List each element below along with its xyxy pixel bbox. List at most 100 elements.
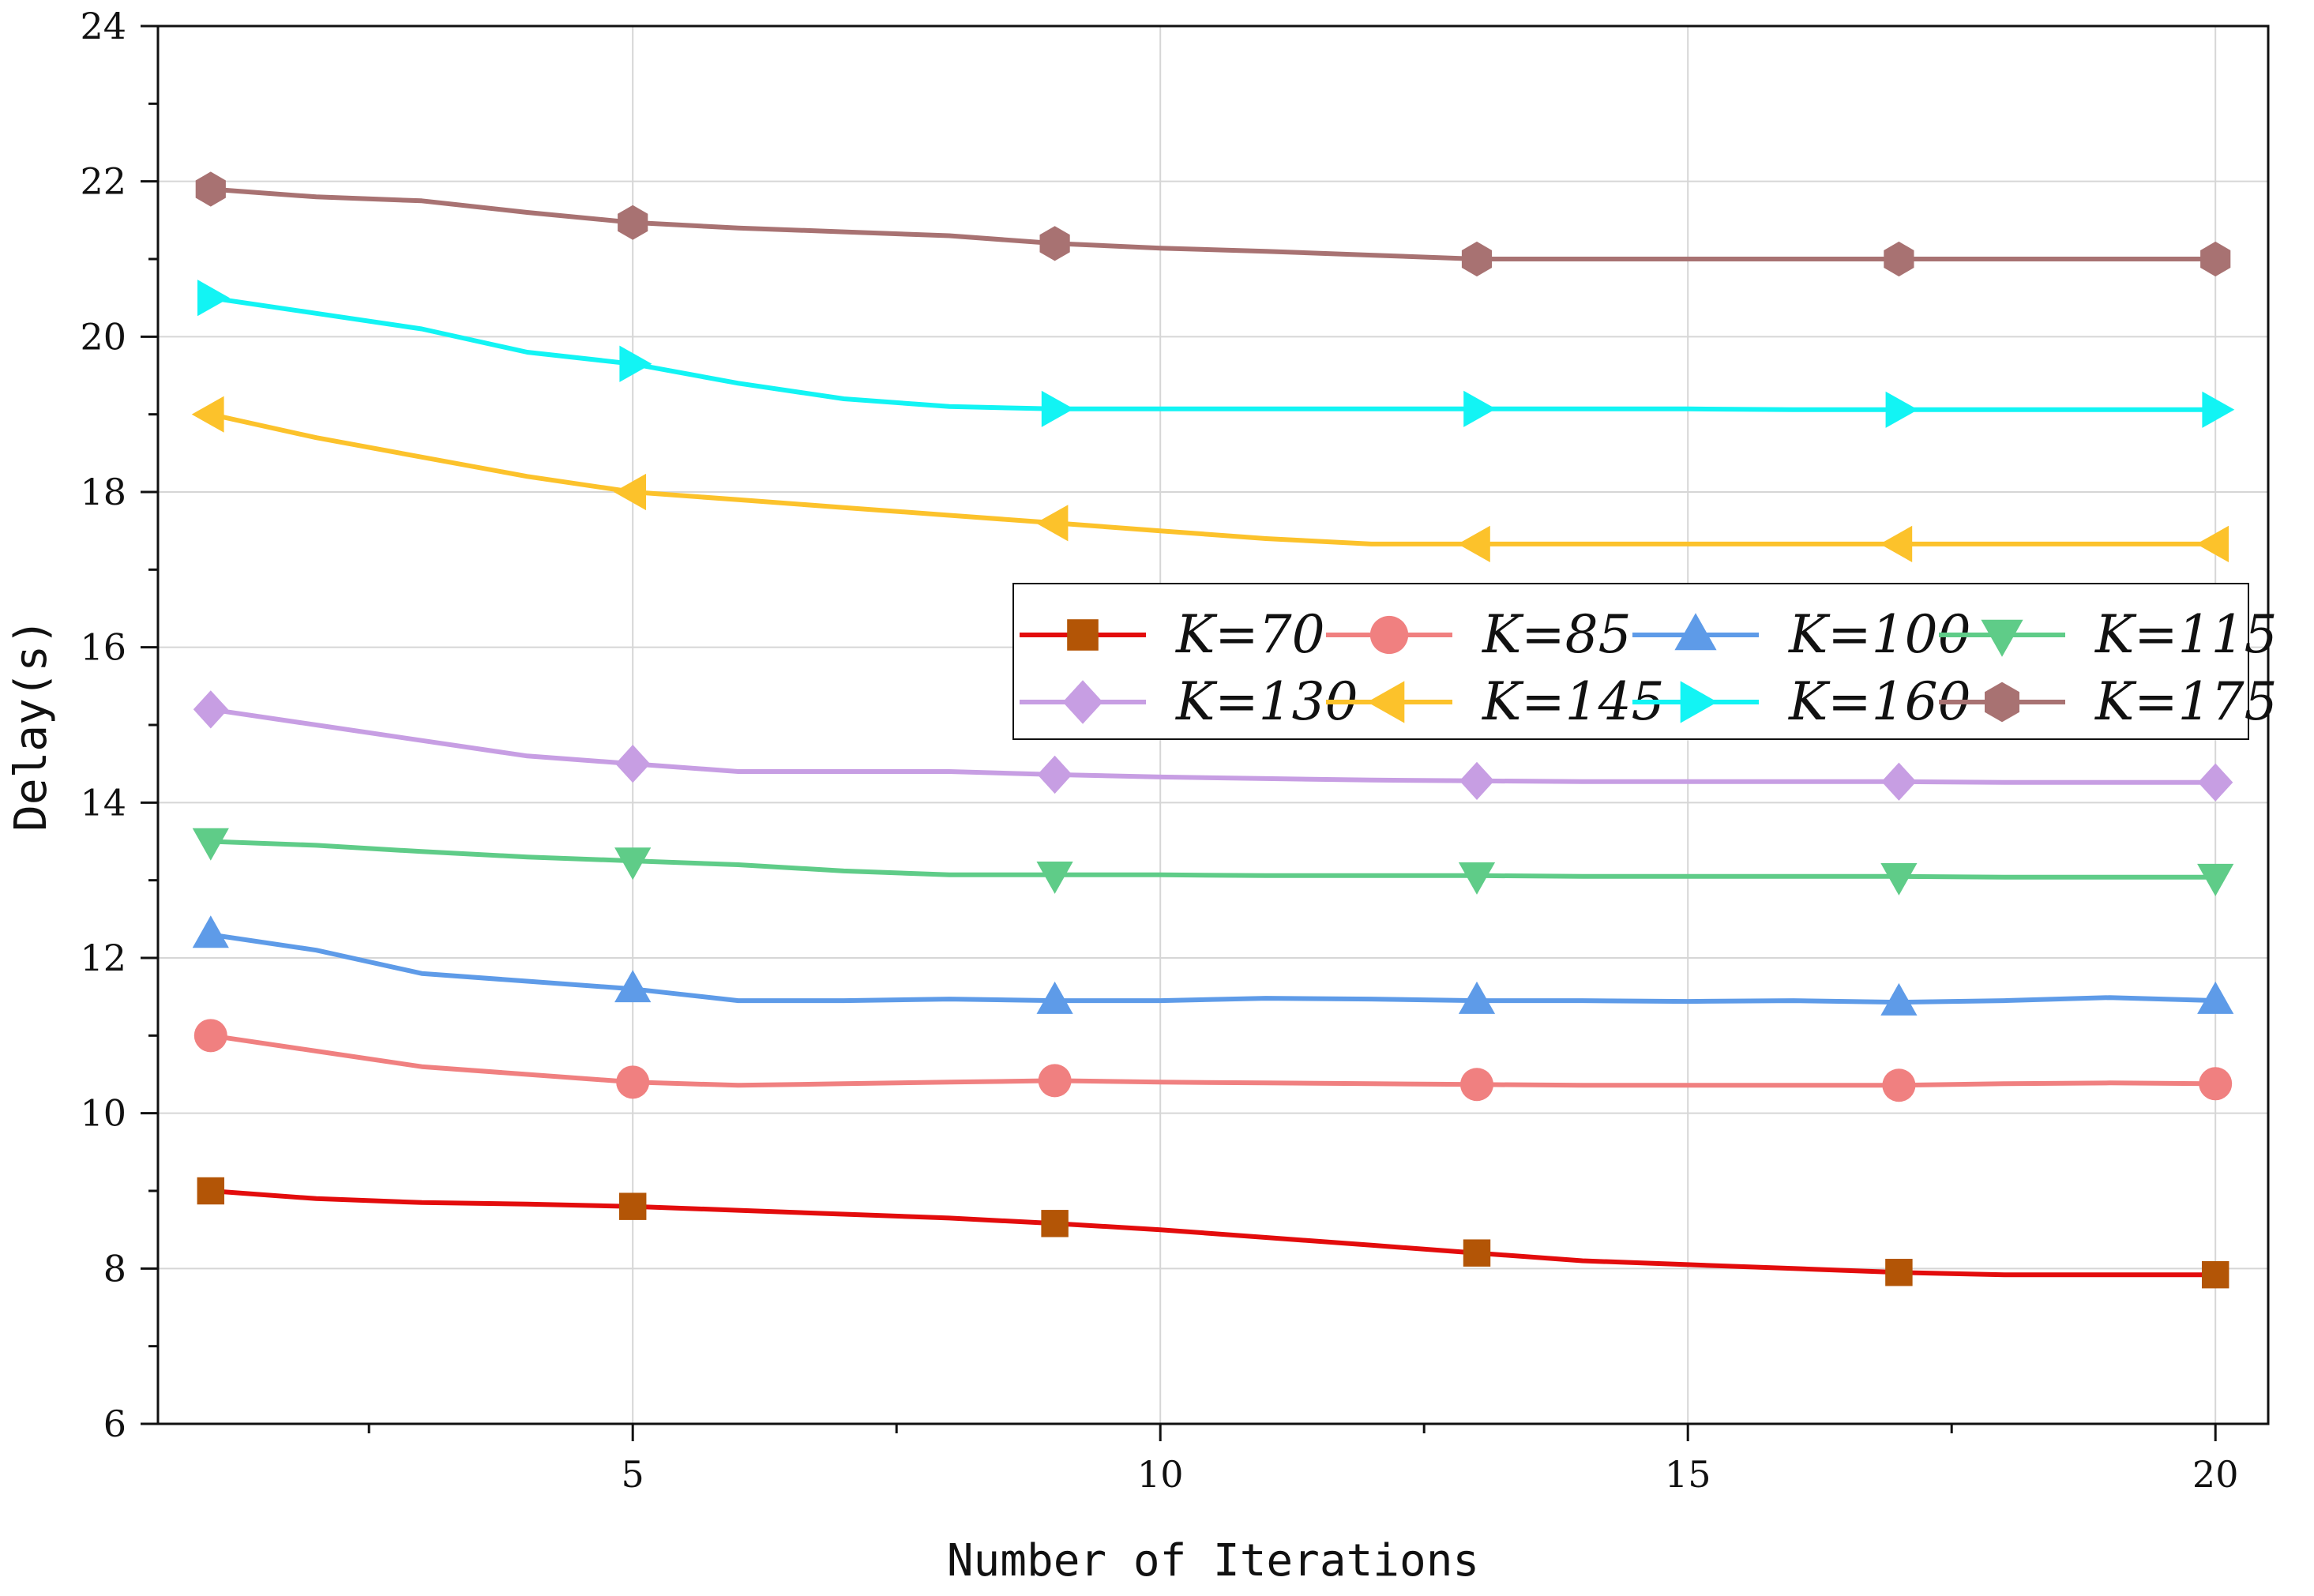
data-point-K=130-x20 [2198,763,2233,802]
data-point-K=85-x1 [193,1019,227,1053]
legend-label-K=85: K=85 [1482,604,1632,665]
y-tick-label-6: 6 [103,1403,126,1445]
data-point-K=85-x9 [1038,1064,1072,1098]
y-tick-label-24: 24 [80,5,126,47]
legend-marker-K=70 [1067,619,1099,651]
data-point-K=115-x9 [1036,862,1073,894]
data-point-K=115-x5 [614,847,652,881]
legend-entry-K=115: K=115 [1939,604,2278,665]
data-point-K=145-x17 [1880,525,1913,562]
data-point-K=85-x5 [616,1065,650,1099]
x-tick-label-20: 20 [2192,1453,2239,1496]
series-line-K=130 [208,707,2218,785]
series-line-K=175 [208,186,2218,261]
data-point-K=130-x13 [1459,761,1494,800]
data-point-K=175-x13 [1461,241,1493,277]
series-K=70 [197,1177,2229,1289]
legend-label-K=175: K=175 [2094,671,2278,732]
data-point-K=70-x9 [1041,1210,1069,1237]
data-point-K=130-x9 [1037,755,1072,794]
data-point-K=100-x17 [1880,982,1918,1016]
data-point-K=175-x17 [1884,241,1914,277]
data-point-K=70-x5 [618,1192,647,1220]
legend-entry-K=160: K=160 [1632,671,1971,732]
legend-marker-K=130 [1062,680,1103,724]
data-point-K=160-x13 [1463,390,1497,427]
data-point-K=160-x20 [2202,391,2235,428]
data-point-K=115-x13 [1458,862,1496,895]
data-point-K=85-x13 [1460,1068,1493,1102]
data-point-K=175-x20 [2200,241,2231,277]
data-point-K=160-x9 [1041,390,1074,427]
legend-marker-K=85 [1369,615,1409,655]
legend-entry-K=70: K=70 [1020,604,1325,665]
data-point-K=175-x1 [195,171,226,207]
series-K=175 [195,171,2231,277]
legend-marker-K=160 [1680,681,1718,723]
data-point-K=160-x1 [197,280,230,317]
legend-marker-K=100 [1674,613,1717,651]
legend-label-K=70: K=70 [1175,604,1325,665]
series-line-K=115 [208,839,2218,880]
data-point-K=85-x20 [2199,1067,2233,1101]
legend-marker-K=115 [1981,619,2023,657]
x-axis-title: Number of Iterations [947,1535,1479,1587]
data-point-K=160-x17 [1885,391,1918,428]
data-point-K=130-x5 [615,745,651,783]
y-tick-label-14: 14 [80,781,126,824]
data-point-K=70-x17 [1885,1259,1913,1286]
y-tick-label-10: 10 [80,1092,126,1135]
axes: 5 10 15 20 6 8 10 12 14 16 18 20 22 24 [80,5,2270,1496]
y-tick-label-8: 8 [103,1247,126,1290]
data-point-K=100-x1 [192,915,229,948]
legend-entry-K=175: K=175 [1939,671,2278,732]
legend-marker-K=175 [1985,682,2019,723]
legend-label-K=115: K=115 [2094,604,2278,665]
x-tick-label-10: 10 [1137,1453,1184,1496]
y-tick-label-16: 16 [80,626,126,669]
series-line-K=70 [208,1189,2218,1278]
series-line-K=85 [208,1033,2218,1088]
data-point-K=175-x5 [618,205,648,240]
series-K=85 [193,1019,2233,1102]
data-point-K=175-x9 [1039,226,1070,261]
data-point-K=115-x20 [2197,863,2234,896]
series-lines [191,171,2235,1289]
data-point-K=145-x5 [614,473,646,511]
legend-marker-K=145 [1367,681,1405,723]
series-line-K=100 [208,932,2218,1005]
data-point-K=130-x17 [1881,762,1917,801]
series-K=145 [191,396,2229,562]
x-tick-label-15: 15 [1665,1453,1711,1496]
x-tick-label-5: 5 [622,1453,644,1496]
series-K=160 [197,280,2235,428]
data-point-K=70-x1 [197,1177,225,1205]
series-K=100 [192,915,2234,1016]
data-point-K=100-x5 [614,970,652,1003]
data-point-K=100-x20 [2197,981,2234,1014]
series-line-K=160 [208,295,2218,412]
data-point-K=145-x9 [1035,505,1069,542]
y-axis-title: Delay(s) [6,618,57,832]
y-tick-label-12: 12 [80,937,126,979]
data-point-K=115-x1 [192,828,229,861]
data-point-K=85-x17 [1882,1068,1916,1102]
data-point-K=145-x1 [191,396,224,433]
data-point-K=160-x5 [619,345,652,382]
data-point-K=115-x17 [1880,863,1918,896]
y-tick-label-20: 20 [80,315,126,358]
series-K=130 [193,690,2233,802]
data-point-K=70-x20 [2201,1260,2229,1289]
y-tick-label-18: 18 [80,471,126,513]
legend-box [1012,583,2249,740]
series-K=115 [192,828,2234,896]
data-point-K=145-x20 [2196,525,2229,562]
data-point-K=100-x9 [1036,981,1073,1014]
data-point-K=100-x13 [1458,981,1496,1014]
data-point-K=145-x13 [1457,525,1490,562]
legend-entry-K=85: K=85 [1326,604,1632,665]
